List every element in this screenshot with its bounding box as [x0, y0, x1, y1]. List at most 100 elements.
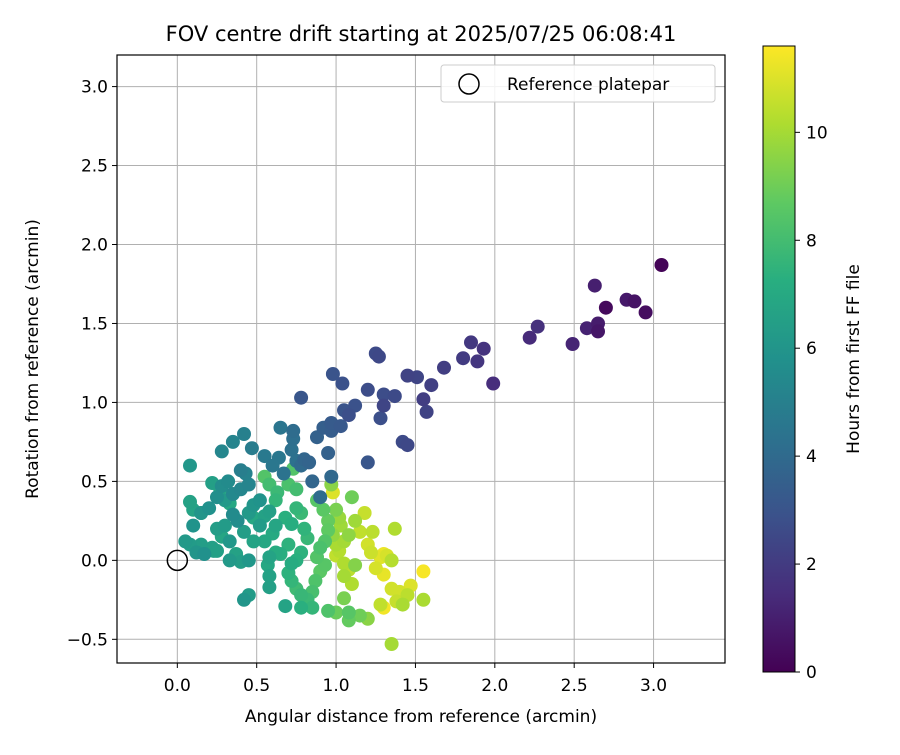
data-point: [183, 494, 197, 509]
data-point: [329, 502, 344, 517]
data-point: [341, 528, 356, 543]
data-point: [357, 506, 372, 520]
data-point: [470, 354, 485, 369]
data-point: [384, 637, 399, 651]
y-tick-label: 0.5: [81, 472, 108, 492]
data-point: [638, 305, 653, 320]
data-point: [333, 419, 348, 434]
data-point: [268, 518, 283, 533]
colorbar-tick-label: 8: [806, 231, 817, 251]
data-point: [265, 458, 280, 473]
data-point: [262, 569, 277, 584]
data-point: [419, 404, 434, 419]
data-point: [202, 501, 217, 516]
colorbar-tick-label: 2: [806, 555, 817, 575]
data-point: [371, 349, 386, 364]
legend-label-reference: Reference platepar: [507, 75, 669, 95]
data-point: [579, 321, 594, 336]
data-point: [416, 564, 431, 579]
data-point: [530, 319, 545, 334]
data-point: [252, 493, 267, 508]
data-point: [376, 398, 391, 413]
data-point: [341, 408, 356, 423]
data-point: [289, 501, 304, 516]
data-point: [313, 490, 328, 505]
data-point: [257, 449, 272, 464]
data-point: [368, 561, 383, 576]
x-tick-label: 0.0: [164, 676, 191, 696]
data-point: [294, 390, 309, 405]
data-point: [337, 569, 351, 584]
data-point: [286, 423, 301, 438]
data-point: [308, 573, 323, 588]
data-point: [348, 558, 363, 573]
data-point: [416, 592, 431, 607]
data-points: [166, 258, 669, 651]
data-point: [237, 524, 251, 539]
data-point: [305, 600, 320, 615]
data-point: [178, 534, 193, 549]
data-point: [278, 599, 293, 614]
y-tick-label: 0.0: [81, 551, 108, 571]
data-point: [284, 442, 299, 457]
x-tick-label: 3.0: [640, 676, 667, 696]
y-tick-label: 2.5: [81, 157, 108, 177]
data-point: [476, 341, 491, 356]
data-point: [244, 441, 259, 456]
data-point: [225, 434, 240, 449]
data-point: [289, 482, 304, 497]
data-point: [294, 600, 309, 615]
data-point: [183, 458, 197, 473]
x-axis-label: Angular distance from reference (arcmin): [245, 707, 597, 727]
data-point: [321, 523, 336, 538]
reference-point-marker: [166, 549, 189, 572]
data-point: [337, 556, 351, 571]
data-point: [565, 337, 580, 351]
data-point: [313, 540, 328, 555]
data-point: [627, 294, 642, 309]
data-point: [364, 545, 378, 560]
data-point: [352, 524, 367, 539]
colorbar: 0 2 4 6 8 10 Hours from first FF file: [762, 45, 864, 683]
data-point: [246, 534, 261, 549]
data-point: [210, 543, 224, 558]
data-point: [294, 588, 309, 603]
data-point: [222, 553, 237, 568]
data-point: [225, 507, 240, 522]
data-point: [241, 553, 256, 568]
data-point: [324, 469, 339, 484]
colorbar-ticks: 0 2 4 6 8 10: [795, 123, 828, 683]
data-point: [221, 474, 236, 489]
data-point: [400, 438, 415, 453]
x-tick-label: 2.0: [481, 676, 508, 696]
legend: Reference platepar: [440, 64, 716, 103]
data-point: [400, 368, 415, 383]
y-tick-label: 1.0: [81, 393, 108, 413]
data-point: [384, 553, 399, 568]
data-point: [376, 387, 391, 402]
data-point: [373, 411, 388, 426]
data-point: [237, 427, 251, 441]
data-point: [241, 477, 256, 492]
data-point: [654, 258, 669, 272]
x-tick-label: 0.5: [243, 676, 270, 696]
colorbar-label: Hours from first FF file: [844, 264, 864, 454]
x-tick-label: 2.5: [561, 676, 588, 696]
data-point: [373, 597, 388, 612]
x-tick-label: 1.0: [323, 676, 350, 696]
y-tick-label: 3.0: [81, 78, 108, 98]
data-point: [464, 335, 478, 350]
data-point: [360, 455, 375, 470]
data-point: [352, 608, 367, 623]
chart-title: FOV centre drift starting at 2025/07/25 …: [166, 22, 677, 46]
data-point: [424, 378, 439, 393]
data-point: [284, 556, 299, 571]
y-axis-label: Rotation from reference (arcmin): [23, 219, 43, 499]
data-point: [305, 474, 320, 489]
data-point: [395, 597, 410, 612]
data-point: [252, 518, 267, 533]
data-point: [335, 376, 350, 391]
data-point: [344, 490, 359, 505]
legend-box: [440, 64, 716, 103]
data-point: [365, 524, 380, 539]
